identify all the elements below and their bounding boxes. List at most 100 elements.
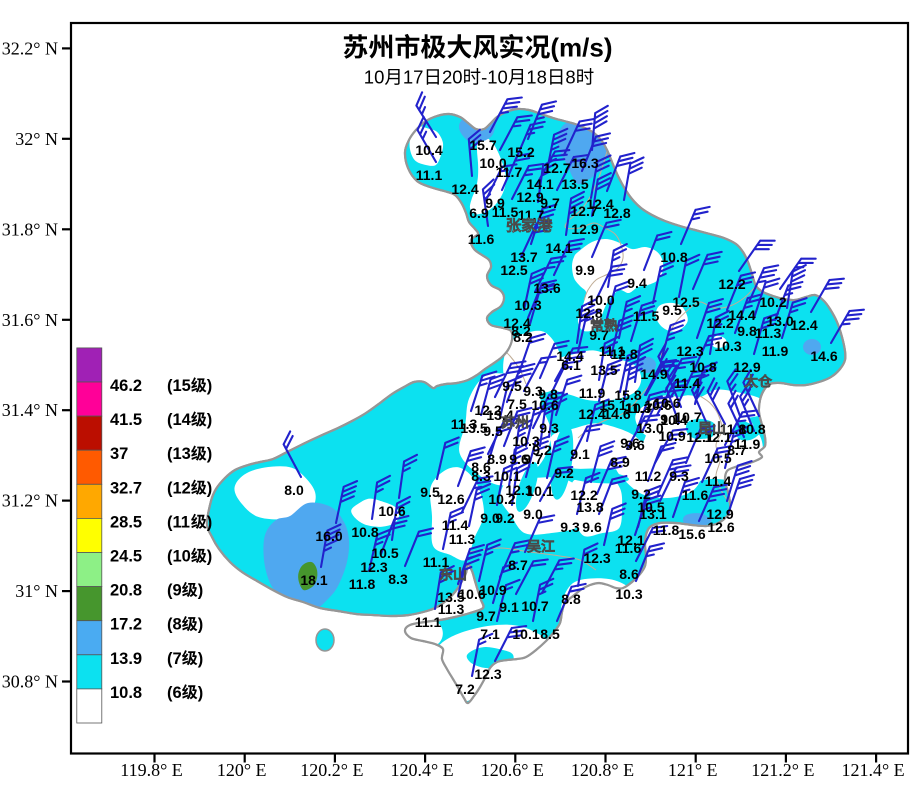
svg-text:12.4: 12.4 [586, 196, 613, 212]
svg-text:11.9: 11.9 [579, 385, 606, 401]
svg-text:10.8: 10.8 [660, 249, 687, 265]
svg-text:): ) [207, 548, 213, 566]
svg-text:12.7: 12.7 [543, 160, 570, 176]
svg-text:10.7: 10.7 [674, 409, 701, 425]
svg-text:9.5: 9.5 [662, 302, 682, 318]
svg-text:15.1: 15.1 [599, 397, 626, 413]
svg-text:10.6: 10.6 [531, 397, 558, 413]
svg-text:10.8: 10.8 [689, 359, 716, 375]
svg-text:9.6: 9.6 [620, 435, 640, 451]
svg-text:11.3: 11.3 [451, 416, 478, 432]
svg-text:12.9: 12.9 [733, 359, 760, 375]
svg-text:17.2: 17.2 [110, 616, 142, 634]
svg-text:10.0: 10.0 [479, 155, 506, 171]
svg-text:9.7: 9.7 [540, 195, 560, 211]
svg-text:9.2: 9.2 [495, 510, 515, 526]
svg-text:(8: (8 [167, 616, 182, 634]
svg-text:12.4: 12.4 [790, 317, 817, 333]
svg-text:16.3: 16.3 [571, 155, 598, 171]
svg-text:10.2: 10.2 [759, 294, 786, 310]
svg-text:11.7: 11.7 [496, 164, 523, 180]
svg-text:12.9: 12.9 [516, 189, 543, 205]
svg-text:13.5: 13.5 [561, 176, 588, 192]
svg-text:12.1: 12.1 [505, 482, 532, 498]
svg-text:8.5: 8.5 [540, 626, 560, 642]
svg-text:10.8: 10.8 [738, 421, 765, 437]
svg-text:9.8: 9.8 [538, 386, 558, 402]
svg-text:31.8° N: 31.8° N [2, 219, 58, 239]
svg-text:32° N: 32° N [15, 129, 58, 149]
svg-text:9.5: 9.5 [420, 484, 440, 500]
svg-text:12.8: 12.8 [575, 305, 602, 321]
svg-text:): ) [198, 650, 204, 668]
svg-text:8.2: 8.2 [511, 323, 531, 339]
svg-text:119.8° E: 119.8° E [120, 760, 183, 780]
svg-text:8.6: 8.6 [619, 566, 639, 582]
svg-text:46.2: 46.2 [110, 377, 142, 395]
svg-text:12.4: 12.4 [503, 315, 530, 331]
svg-text:17: 17 [403, 67, 424, 88]
svg-text:11.3: 11.3 [625, 400, 652, 416]
svg-text:16.0: 16.0 [315, 528, 342, 544]
svg-text:11.4: 11.4 [442, 517, 469, 533]
svg-text:8.3: 8.3 [471, 468, 491, 484]
svg-text:14.4: 14.4 [556, 348, 583, 364]
svg-text:(13: (13 [167, 445, 191, 463]
svg-text:10.6: 10.6 [458, 586, 485, 602]
svg-text:9.9: 9.9 [485, 195, 505, 211]
svg-text:14.6: 14.6 [603, 406, 630, 422]
svg-text:10.5: 10.5 [371, 545, 398, 561]
svg-text:20.8: 20.8 [110, 582, 142, 600]
svg-text:32.7: 32.7 [110, 479, 142, 497]
svg-text:10.6: 10.6 [653, 395, 680, 411]
svg-text:20: 20 [442, 67, 463, 88]
svg-text:10.9: 10.9 [658, 428, 685, 444]
svg-text:11.4: 11.4 [705, 473, 732, 489]
svg-text:12.4: 12.4 [578, 406, 605, 422]
svg-text:13.9: 13.9 [110, 650, 142, 668]
svg-text:41.5: 41.5 [110, 411, 142, 429]
svg-text:10.8: 10.8 [351, 524, 378, 540]
svg-text:8.8: 8.8 [561, 591, 581, 607]
svg-text:(10: (10 [167, 548, 191, 566]
svg-text:11.6: 11.6 [468, 231, 495, 247]
svg-text:8.3: 8.3 [388, 571, 408, 587]
svg-text:12.8: 12.8 [610, 346, 637, 362]
svg-text:9.0: 9.0 [480, 510, 500, 526]
svg-text:10.1: 10.1 [526, 483, 553, 499]
svg-text:9.4: 9.4 [627, 275, 647, 291]
svg-text:(m/s): (m/s) [550, 32, 612, 62]
svg-text:31.2° N: 31.2° N [2, 491, 58, 511]
svg-text:12.9: 12.9 [706, 506, 733, 522]
svg-text:9.6: 9.6 [582, 519, 602, 535]
svg-text:14.9: 14.9 [640, 366, 667, 382]
svg-text:120° E: 120° E [217, 760, 267, 780]
svg-text:(9: (9 [167, 582, 182, 600]
svg-text:12.2: 12.2 [718, 276, 745, 292]
svg-text:(6: (6 [167, 684, 182, 702]
svg-text:11.9: 11.9 [734, 436, 761, 452]
svg-text:6.9: 6.9 [469, 205, 489, 221]
svg-text:(15: (15 [167, 377, 191, 395]
svg-text:13.7: 13.7 [510, 249, 537, 265]
svg-text:120.6° E: 120.6° E [481, 760, 544, 780]
svg-text:31.6° N: 31.6° N [2, 310, 58, 330]
svg-text:12.3: 12.3 [360, 559, 387, 575]
svg-text:12.9: 12.9 [571, 221, 598, 237]
svg-text:9.6: 9.6 [509, 451, 529, 467]
svg-text:11.6: 11.6 [682, 487, 709, 503]
svg-text:8.2: 8.2 [513, 329, 533, 345]
svg-text:10.5: 10.5 [637, 499, 664, 515]
svg-text:8.7: 8.7 [508, 557, 528, 573]
svg-text:6.1: 6.1 [561, 357, 581, 373]
svg-text:11.8: 11.8 [720, 421, 747, 437]
svg-text:9.8: 9.8 [737, 323, 757, 339]
svg-text:9.9: 9.9 [575, 262, 595, 278]
svg-text:11.8: 11.8 [653, 522, 680, 538]
svg-text:32.2° N: 32.2° N [2, 38, 58, 58]
svg-text:11.2: 11.2 [635, 468, 662, 484]
svg-text:12.6: 12.6 [437, 491, 464, 507]
svg-text:9.3: 9.3 [669, 468, 689, 484]
svg-text:11.5: 11.5 [633, 308, 660, 324]
svg-text:(14: (14 [167, 411, 192, 429]
